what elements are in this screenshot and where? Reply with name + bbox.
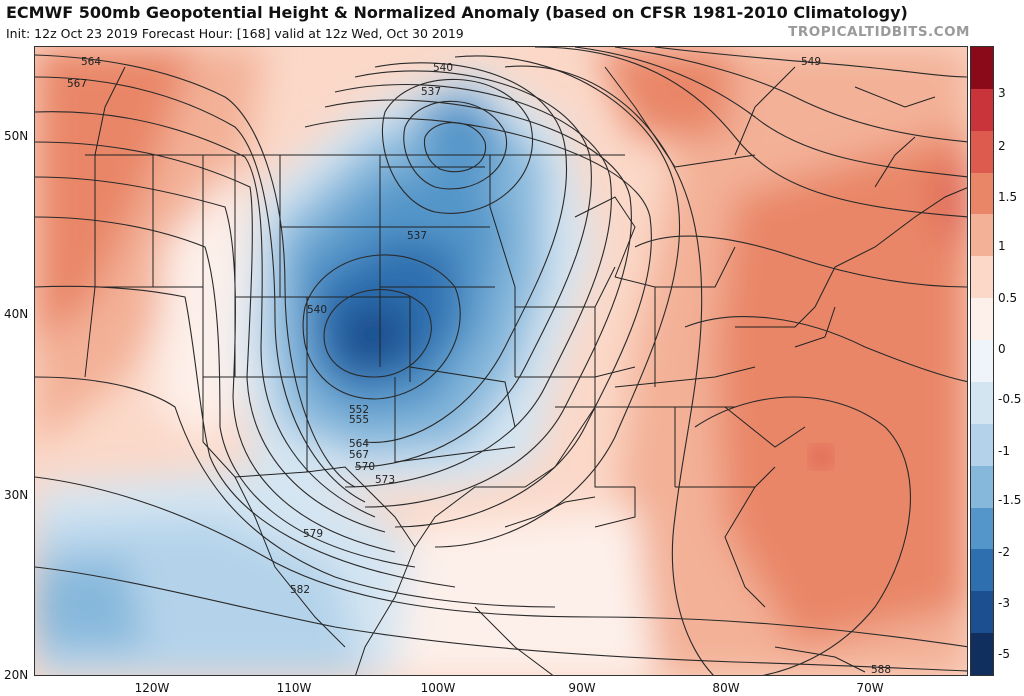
colorbar-segment — [971, 214, 993, 257]
contour-label: 567 — [349, 449, 369, 461]
colorbar-segment — [971, 549, 993, 592]
lat-label: 30N — [4, 488, 29, 502]
colorbar-segment — [971, 465, 993, 509]
contour-label: 564 — [81, 56, 101, 68]
lon-label: 120W — [134, 681, 170, 695]
contour-label: 555 — [349, 414, 369, 426]
contour-label: 537 — [421, 86, 441, 98]
colorbar-segment — [971, 633, 993, 675]
colorbar — [970, 46, 994, 676]
colorbar-tick-label: -5 — [998, 647, 1010, 661]
colorbar-tick-label: -0.5 — [998, 392, 1022, 406]
contour-label: 588 — [871, 664, 891, 676]
height-contours — [35, 47, 967, 675]
contour-label: 579 — [303, 528, 323, 540]
lon-label: 90W — [568, 681, 596, 695]
chart-title: ECMWF 500mb Geopotential Height & Normal… — [6, 3, 908, 22]
lat-label: 20N — [4, 668, 29, 682]
contour-label: 573 — [375, 474, 395, 486]
lat-label: 50N — [4, 129, 29, 143]
contour-label: 567 — [67, 78, 87, 90]
colorbar-segment — [971, 423, 993, 467]
map-panel: 540 537 537 540 552 555 564 567 570 573 … — [34, 46, 968, 676]
contour-label: 564 — [349, 438, 369, 450]
colorbar-tick-label: 2 — [998, 139, 1006, 153]
colorbar-segment — [971, 507, 993, 550]
lon-label: 70W — [856, 681, 884, 695]
colorbar-segment — [971, 47, 993, 90]
colorbar-segment — [971, 88, 993, 132]
contour-labels: 540 537 537 540 552 555 564 567 570 573 … — [67, 56, 891, 676]
chart-subtitle: Init: 12z Oct 23 2019 Forecast Hour: [16… — [6, 26, 464, 41]
colorbar-tick-label: -1.5 — [998, 493, 1022, 507]
colorbar-tick-label: 0.5 — [998, 291, 1018, 305]
colorbar-segment — [971, 340, 993, 383]
colorbar-segment — [971, 172, 993, 215]
map-svg: 540 537 537 540 552 555 564 567 570 573 … — [35, 47, 967, 676]
colorbar-segment — [971, 256, 993, 299]
lat-label: 40N — [4, 307, 29, 321]
colorbar-tick-label: 0 — [998, 342, 1006, 356]
contour-label: 582 — [290, 584, 310, 596]
brand-watermark: TROPICALTIDBITS.COM — [788, 24, 970, 40]
colorbar-tick-label: -2 — [998, 545, 1010, 559]
colorbar-segment — [971, 381, 993, 425]
lon-label: 100W — [420, 681, 456, 695]
contour-label: 552 — [349, 404, 369, 416]
contour-label: 540 — [433, 62, 453, 74]
contour-label: 537 — [407, 230, 427, 242]
colorbar-segment — [971, 298, 993, 341]
colorbar-segment — [971, 591, 993, 634]
anomaly-field — [35, 47, 967, 675]
lon-label: 80W — [712, 681, 740, 695]
lon-label: 110W — [276, 681, 312, 695]
contour-label: 540 — [307, 304, 327, 316]
colorbar-tick-label: -3 — [998, 596, 1010, 610]
contour-label: 570 — [355, 461, 375, 473]
colorbar-tick-label: 1.5 — [998, 190, 1018, 204]
contour-label: 549 — [801, 56, 821, 68]
colorbar-segment — [971, 130, 993, 174]
colorbar-tick-label: 1 — [998, 239, 1006, 253]
colorbar-tick-label: -1 — [998, 444, 1010, 458]
warm-core-atlantic — [811, 447, 831, 467]
colorbar-tick-label: 3 — [998, 86, 1006, 100]
